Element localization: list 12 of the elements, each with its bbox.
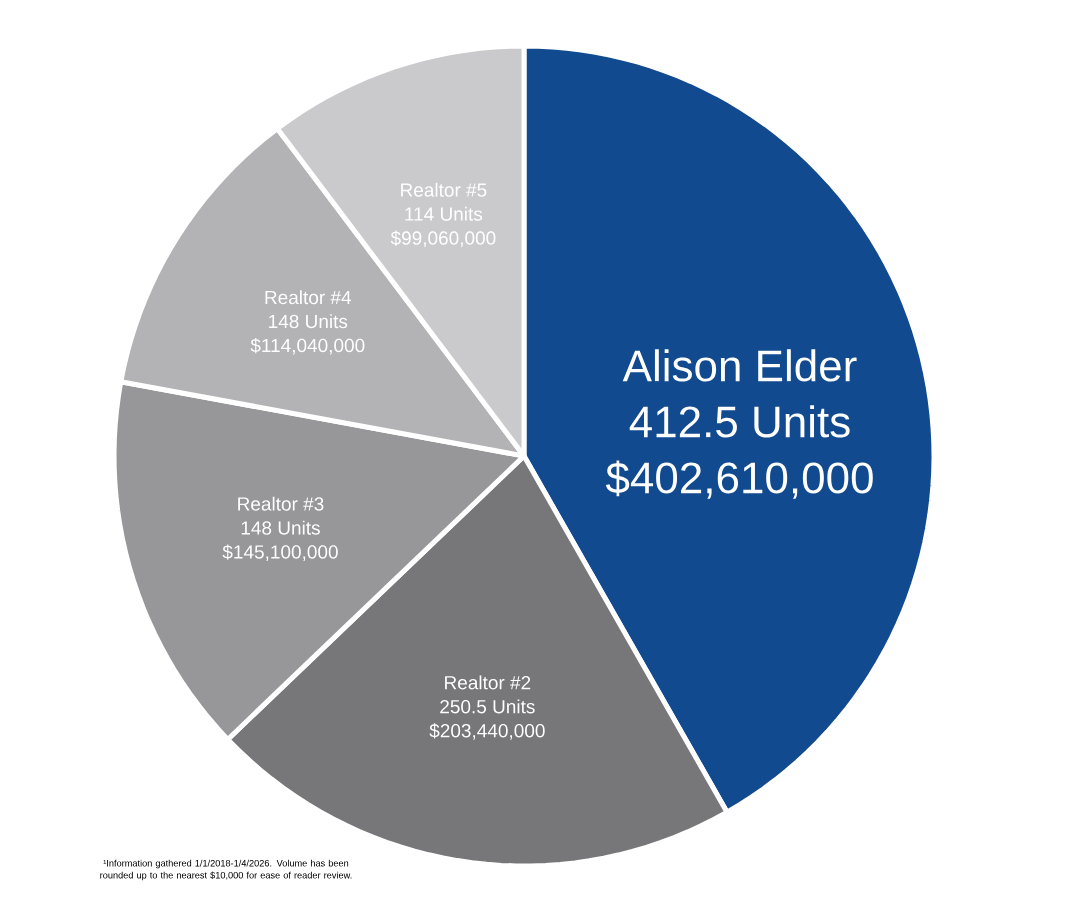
- text: 412.5 Units: [629, 405, 850, 438]
- data-label: $145,100,000: [222, 544, 338, 561]
- text: 148 Units: [269, 314, 348, 329]
- text: 250.5 Units: [440, 699, 535, 714]
- slice-label: Realtor #4: [265, 290, 352, 305]
- slice-label: Alison Elder: [622, 349, 857, 382]
- text: 148 Units: [241, 520, 320, 535]
- data-label: $402,610,000: [605, 460, 873, 499]
- slice-label: Realtor #2: [445, 675, 531, 690]
- data-label: $114,040,000: [250, 337, 365, 355]
- data-label: $203,440,000: [429, 723, 545, 740]
- slice-label: Realtor #3: [238, 496, 324, 511]
